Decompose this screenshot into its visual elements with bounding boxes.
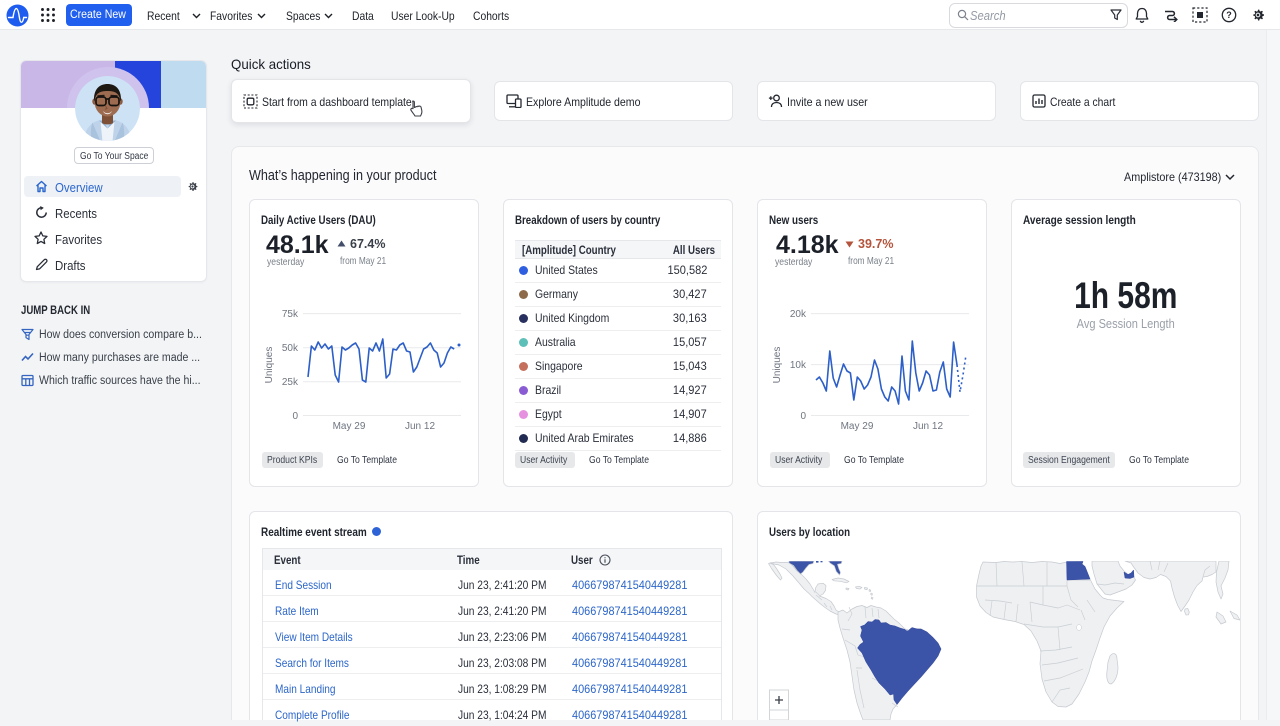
svg-text:20k: 20k	[790, 309, 807, 320]
svg-text:0: 0	[800, 411, 806, 422]
svg-text:0: 0	[292, 411, 298, 422]
svg-text:Jun 12: Jun 12	[913, 421, 943, 432]
svg-text:May 29: May 29	[333, 421, 366, 432]
svg-text:Uniques: Uniques	[772, 347, 783, 384]
svg-text:Uniques: Uniques	[264, 347, 275, 384]
svg-text:May 29: May 29	[841, 421, 874, 432]
svg-text:?: ?	[1226, 10, 1232, 20]
svg-text:75k: 75k	[282, 309, 299, 320]
svg-text:25k: 25k	[282, 377, 299, 388]
svg-text:Jun 12: Jun 12	[405, 421, 435, 432]
svg-text:10k: 10k	[790, 360, 807, 371]
svg-text:50k: 50k	[282, 343, 299, 354]
